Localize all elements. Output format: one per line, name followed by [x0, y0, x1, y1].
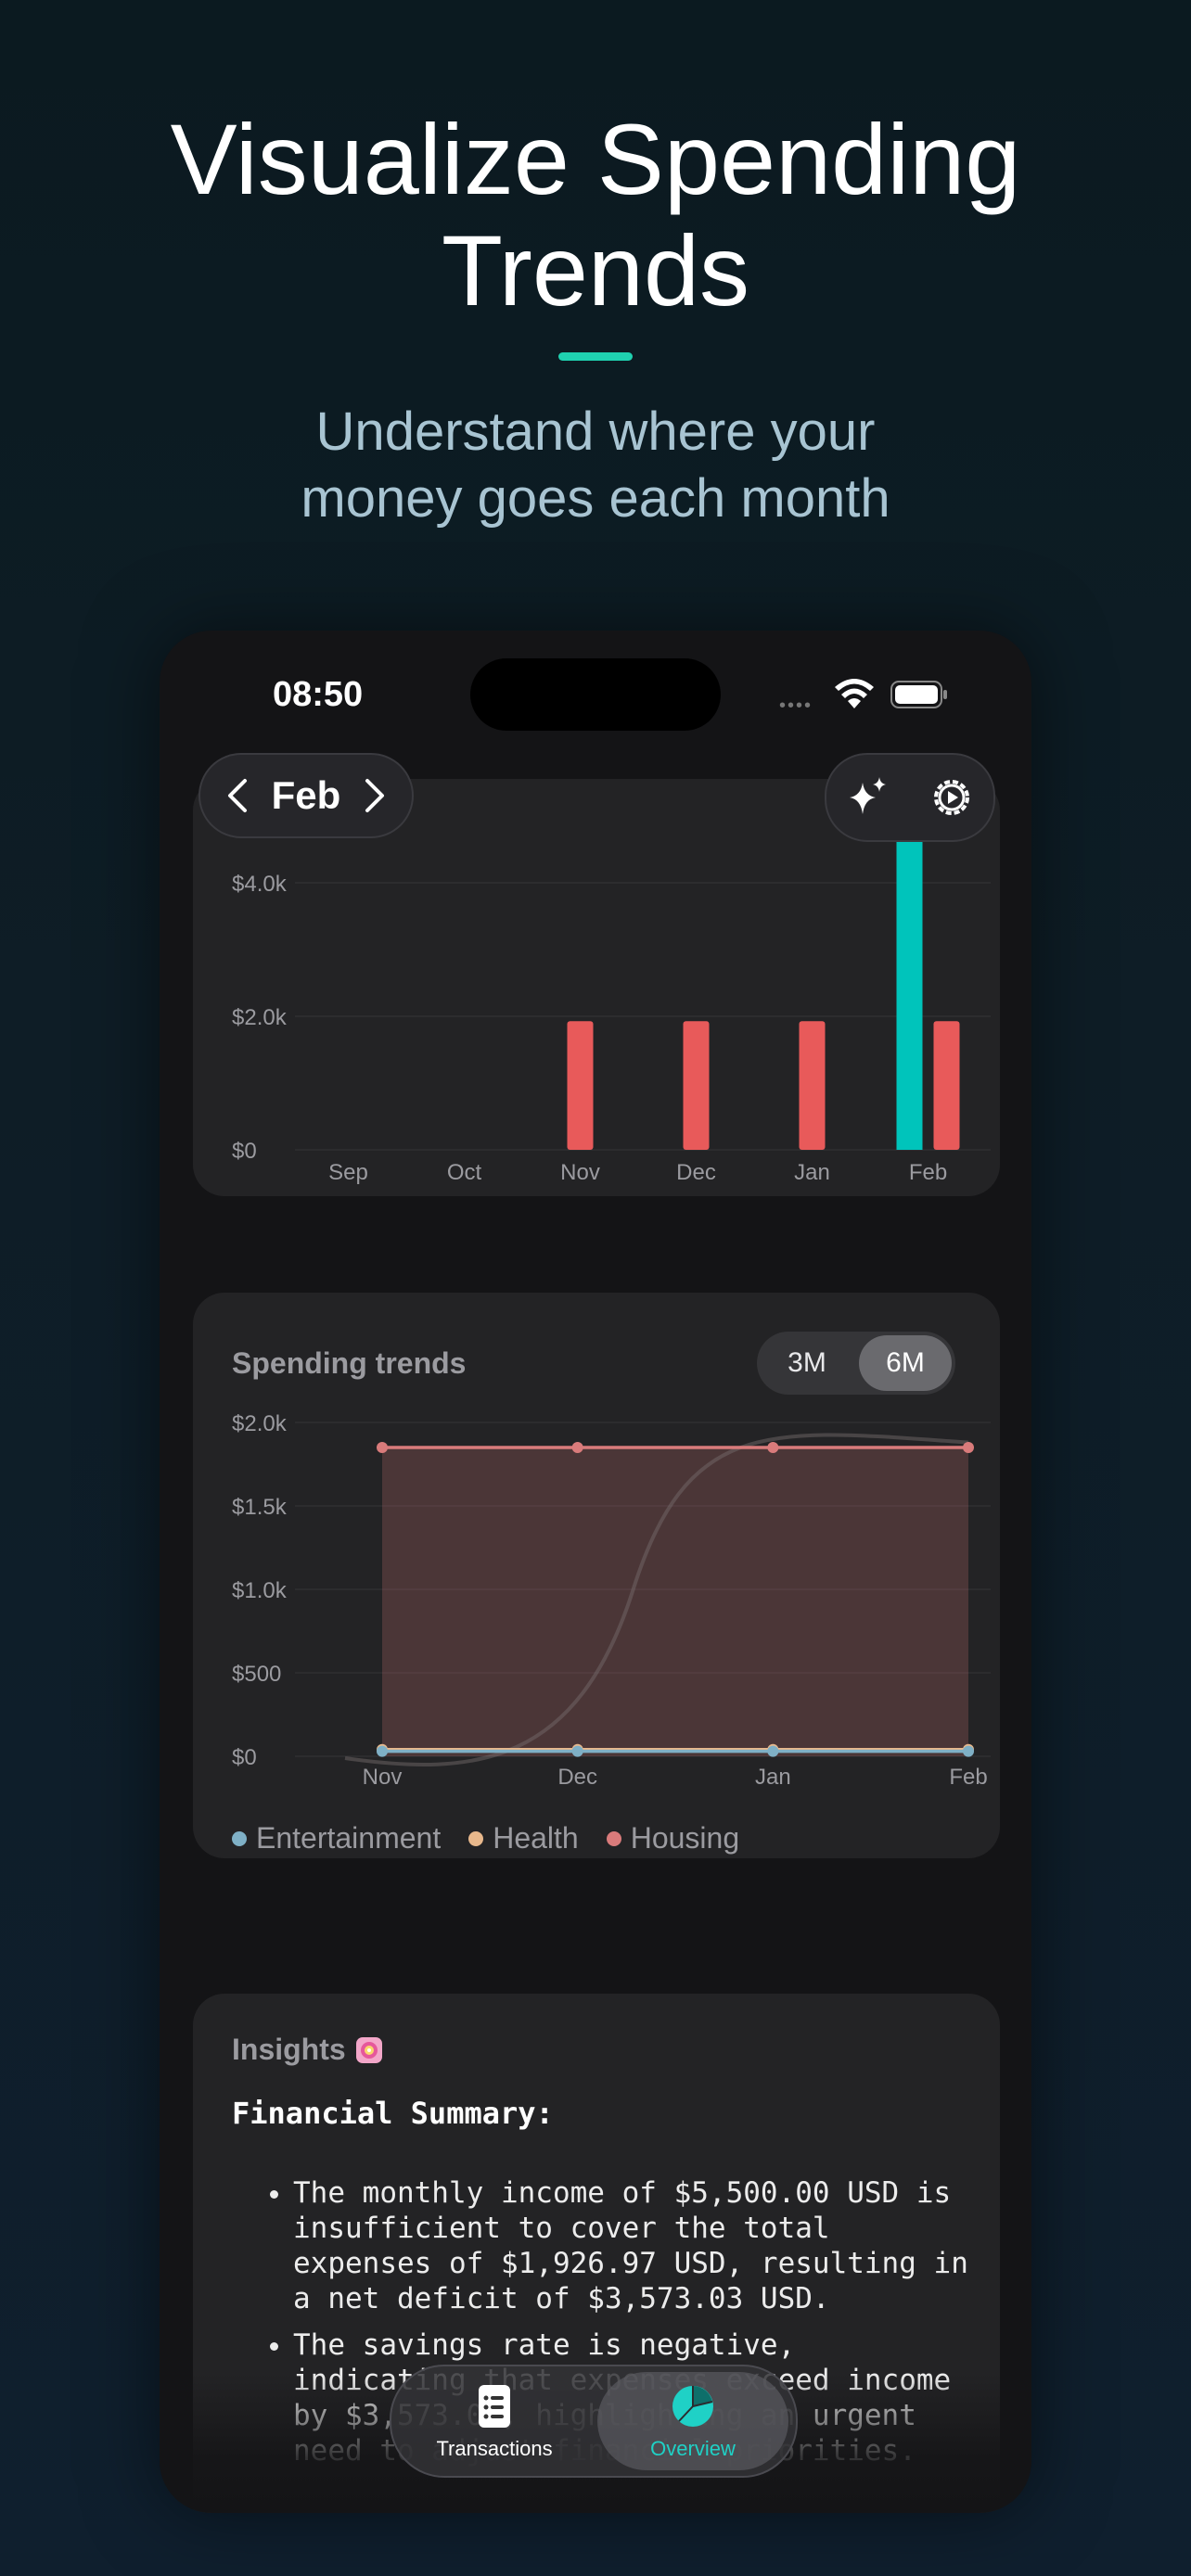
income-bar	[896, 783, 923, 1150]
signal-icon: ••••	[779, 695, 813, 716]
current-month-label: Feb	[271, 773, 341, 817]
expense-bar	[799, 1021, 826, 1150]
income-expense-chart-card: $4.0k $2.0k $0 Sep Oct Nov Dec Jan Feb	[193, 779, 1000, 1196]
expense-bar	[933, 1021, 960, 1150]
spending-trends-title: Spending trends	[232, 1346, 467, 1380]
data-point	[377, 1745, 388, 1757]
x-tick-label: Oct	[447, 1160, 482, 1185]
legend-label: Entertainment	[256, 1821, 442, 1855]
insight-item: The monthly income of $5,500.00 USD is i…	[293, 2175, 974, 2316]
spending-trends-chart: $2.0k $1.5k $1.0k $500 $0 Nov Dec Jan Feb	[232, 1411, 991, 1790]
status-time: 08:50	[273, 675, 364, 714]
settings-icon[interactable]	[928, 773, 976, 822]
expense-bar	[683, 1021, 710, 1150]
financial-summary-heading: Financial Summary:	[232, 2096, 554, 2131]
legend-dot	[468, 1830, 484, 1846]
chevron-left-icon[interactable]	[224, 777, 250, 814]
pie-chart-icon	[672, 2386, 713, 2427]
insights-title-label: Insights	[232, 2033, 346, 2066]
housing-area	[382, 1447, 968, 1756]
header-actions	[825, 753, 995, 842]
chart-legend: Entertainment Health Housing	[232, 1821, 739, 1855]
y-tick-label: $1.0k	[232, 1578, 288, 1603]
trend-curve	[344, 1433, 969, 1766]
hero-subtitle: Understand where your money goes each mo…	[0, 399, 1191, 532]
battery-icon	[890, 681, 947, 708]
legend-dot	[232, 1830, 247, 1846]
sparkles-icon[interactable]	[844, 773, 892, 822]
month-selector: Feb	[198, 753, 414, 838]
y-tick-label: $2.0k	[232, 1411, 288, 1436]
data-point	[963, 1745, 974, 1757]
legend-item-entertainment: Entertainment	[232, 1821, 441, 1855]
tab-overview-label: Overview	[650, 2437, 736, 2460]
phone-mockup: 08:50 •••• $4.0k $2.0k $0 Sep Oct Nov Dec Jan Fe…	[160, 631, 1031, 2513]
tab-bar: Transactions Overview	[390, 2365, 798, 2478]
list-document-icon	[479, 2385, 510, 2428]
tab-overview[interactable]: Overview	[597, 2372, 788, 2470]
hero-subtitle-line1: Understand where your	[315, 402, 876, 462]
spending-trends-card: Spending trends 3M 6M $2.0k $1.5k $1.0k $50…	[193, 1293, 1000, 1858]
range-segmented-control: 3M 6M	[757, 1332, 955, 1395]
legend-label: Health	[493, 1821, 579, 1855]
y-tick-label: $500	[232, 1662, 281, 1687]
data-point	[571, 1745, 583, 1757]
income-expense-chart: $4.0k $2.0k $0 Sep Oct Nov Dec Jan Feb	[232, 783, 991, 1185]
data-point	[377, 1442, 388, 1453]
tab-transactions-label: Transactions	[436, 2437, 553, 2460]
chevron-right-icon[interactable]	[362, 777, 388, 814]
y-tick-label: $2.0k	[232, 1005, 288, 1030]
dynamic-island	[470, 658, 721, 731]
insights-title: Insights	[232, 2033, 383, 2067]
range-option-6m[interactable]: 6M	[859, 1335, 952, 1391]
x-tick-label: Feb	[949, 1765, 987, 1790]
legend-dot	[606, 1830, 621, 1846]
y-tick-label: $1.5k	[232, 1495, 288, 1520]
y-tick-label: $4.0k	[232, 872, 288, 897]
legend-item-housing: Housing	[606, 1821, 740, 1855]
data-point	[963, 1442, 974, 1453]
hero-subtitle-line2: money goes each month	[301, 468, 890, 529]
expense-bar	[567, 1021, 594, 1150]
hero-title-line1: Visualize Spending	[170, 103, 1021, 215]
hero-title: Visualize Spending Trends	[0, 104, 1191, 326]
range-option-3m[interactable]: 3M	[788, 1347, 826, 1378]
x-tick-label: Jan	[755, 1765, 791, 1790]
hero-title-line2: Trends	[441, 214, 750, 326]
x-tick-label: Dec	[557, 1765, 597, 1790]
x-tick-label: Nov	[560, 1160, 600, 1185]
y-tick-label: $0	[232, 1745, 257, 1770]
data-point	[767, 1745, 779, 1757]
accent-divider	[558, 352, 633, 361]
x-tick-label: Nov	[363, 1765, 403, 1790]
data-point	[571, 1442, 583, 1453]
wifi-icon	[835, 679, 874, 708]
ai-sparkle-icon	[355, 2036, 382, 2063]
x-tick-label: Dec	[676, 1160, 716, 1185]
x-tick-label: Feb	[909, 1160, 947, 1185]
legend-label: Housing	[630, 1821, 740, 1855]
legend-item-health: Health	[468, 1821, 579, 1855]
tab-transactions[interactable]: Transactions	[399, 2372, 590, 2470]
y-tick-label: $0	[232, 1139, 257, 1164]
data-point	[767, 1442, 779, 1453]
x-tick-label: Sep	[328, 1160, 368, 1185]
x-tick-label: Jan	[794, 1160, 830, 1185]
